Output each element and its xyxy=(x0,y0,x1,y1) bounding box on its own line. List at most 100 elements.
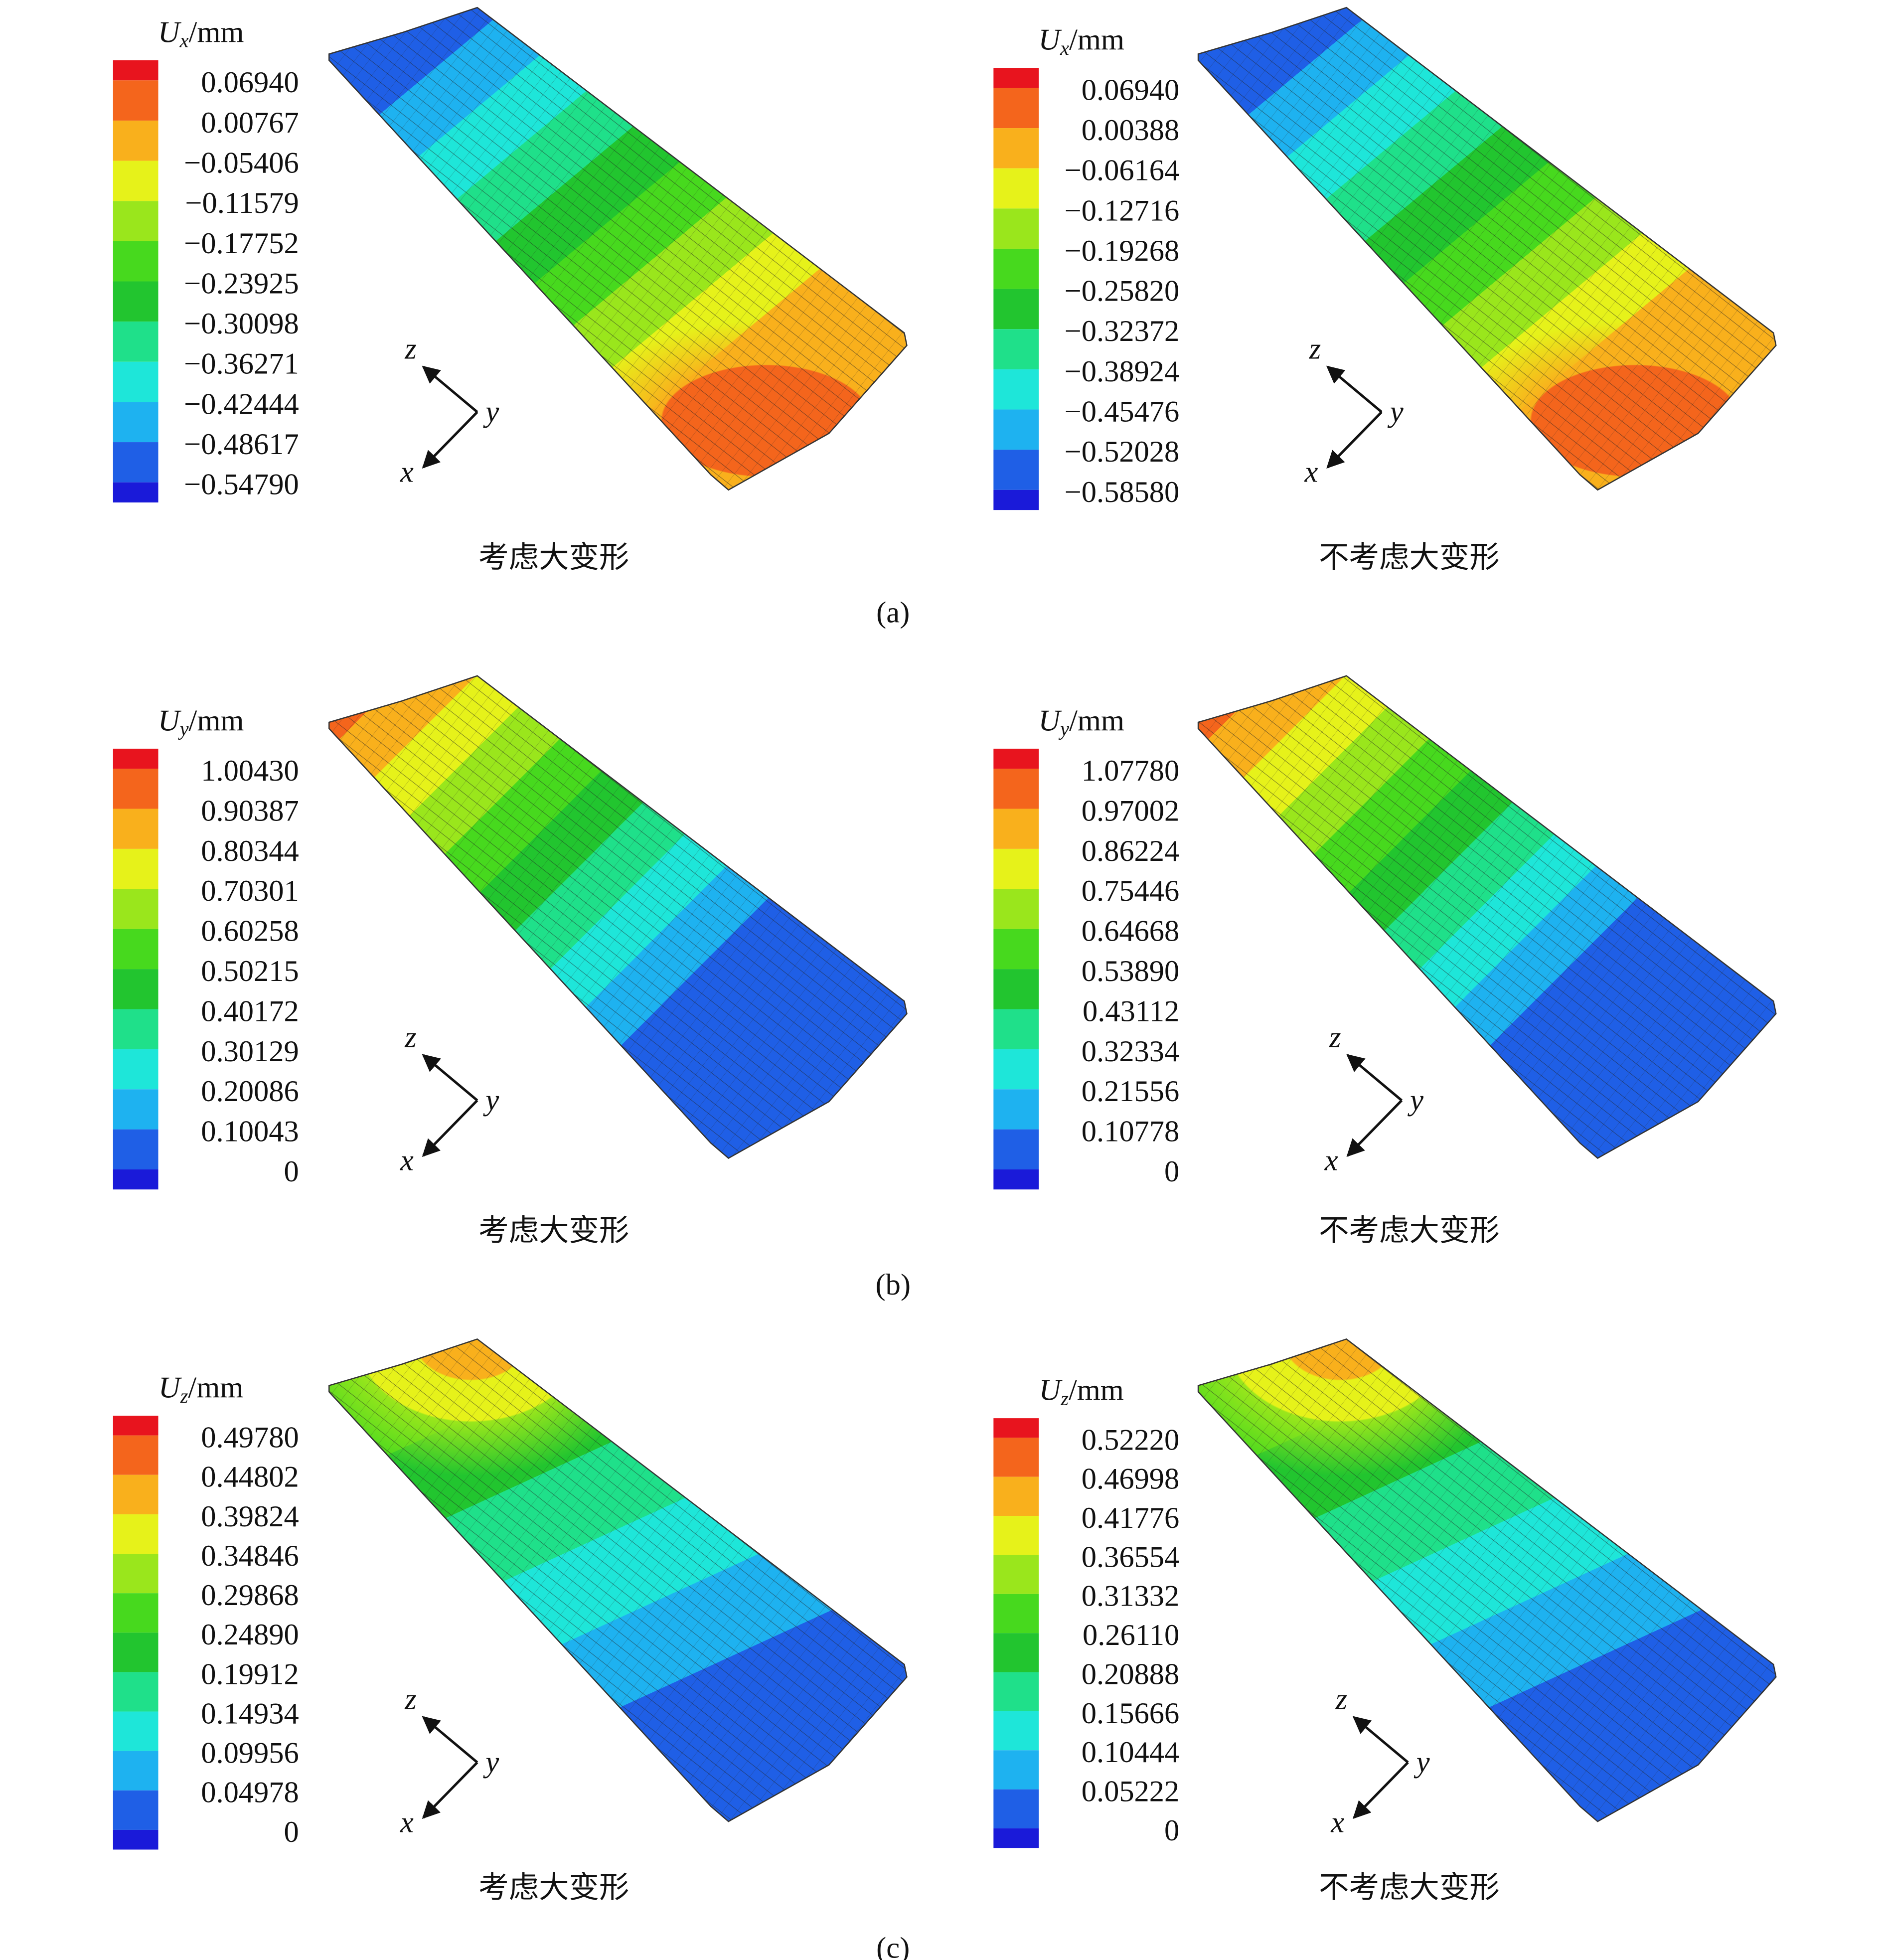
legend-label: 0 xyxy=(1164,1814,1179,1847)
colorbar-segment xyxy=(113,201,158,241)
legend-unit: /mm xyxy=(189,704,244,737)
panel: Uy/mm 1.00430 0.90387 0.80344 0.70301 0.60258… xyxy=(113,675,908,1248)
legend-label: −0.38924 xyxy=(1065,355,1180,388)
legend-label: 0.97002 xyxy=(1082,794,1180,827)
axis-label: x xyxy=(400,1805,414,1839)
colorbar-segment xyxy=(993,889,1039,929)
legend-label: 0.20086 xyxy=(201,1075,299,1108)
legend-label: −0.48617 xyxy=(184,428,299,461)
legend-unit: /mm xyxy=(189,15,244,49)
legend-label: −0.36271 xyxy=(184,347,299,381)
colorbar-segment xyxy=(113,1474,158,1514)
colorbar-segment xyxy=(993,1009,1039,1049)
subfigure-label: (b) xyxy=(875,1268,911,1302)
axis-label: y xyxy=(482,1746,499,1779)
colorbar-segment xyxy=(113,809,158,849)
colorbar-segment xyxy=(113,1751,158,1791)
axis-label: z xyxy=(404,1683,417,1716)
colorbar-segment xyxy=(993,248,1039,289)
legend-subscript: z xyxy=(1060,1387,1069,1410)
colorbar-segment xyxy=(113,361,158,402)
blade-mesh xyxy=(1197,6,1777,491)
legend-label: 0.05222 xyxy=(1082,1775,1180,1808)
colorbar-segment xyxy=(993,1711,1039,1751)
axis-label: z xyxy=(1335,1683,1348,1716)
colorbar-segment xyxy=(113,1009,158,1049)
colorbar-segment xyxy=(993,1169,1039,1190)
legend-symbol: U xyxy=(1038,704,1062,737)
colorbar-segment xyxy=(113,769,158,809)
colorbar-segment xyxy=(113,1169,158,1190)
panel: Uz/mm 0.52220 0.46998 0.41776 0.36554 0.31332… xyxy=(993,1338,1777,1905)
legend-label: 0.50215 xyxy=(201,955,299,988)
colorbar-segment xyxy=(113,1829,158,1850)
legend-label: 0 xyxy=(284,1155,299,1188)
legend-label: 0.60258 xyxy=(201,915,299,948)
legend-title: Ux/mm xyxy=(158,15,244,51)
legend-label: 0.06940 xyxy=(201,66,299,99)
colorbar-segment xyxy=(993,1438,1039,1477)
legend-label: 0.10444 xyxy=(1082,1736,1180,1769)
axis-label: y xyxy=(482,1083,499,1117)
legend-symbol: U xyxy=(158,1371,182,1405)
legend-label: −0.58580 xyxy=(1065,476,1180,509)
colorbar-segment xyxy=(993,369,1039,410)
legend-symbol: U xyxy=(158,704,181,737)
colorbar-segment xyxy=(113,748,158,769)
legend-label: 0.14934 xyxy=(201,1697,299,1730)
legend-subscript: y xyxy=(178,718,189,740)
axis-label: z xyxy=(1309,332,1321,365)
colorbar-segment xyxy=(113,889,158,929)
panel-caption: 考虑大变形 xyxy=(478,541,629,574)
colorbar-segment xyxy=(113,1672,158,1712)
legend-label: 0.00767 xyxy=(201,106,299,140)
axis-label: z xyxy=(404,1020,417,1054)
subfigure-label: (c) xyxy=(876,1931,910,1960)
legend-label: 0.90387 xyxy=(201,794,299,827)
colorbar-segment xyxy=(993,1516,1039,1555)
axis-label: y xyxy=(1407,1083,1423,1117)
colorbar-segment xyxy=(113,1129,158,1170)
colorbar-segment xyxy=(993,289,1039,329)
colorbar-segment xyxy=(993,1633,1039,1672)
legend-title: Uz/mm xyxy=(1039,1374,1124,1410)
legend-label: 0.00388 xyxy=(1082,114,1180,147)
colorbar-segment xyxy=(113,1593,158,1633)
panel: Ux/mm 0.06940 0.00388 −0.06164 −0.12716 −0.19… xyxy=(993,6,1777,574)
legend-label: 0.53890 xyxy=(1082,955,1180,988)
legend-unit: /mm xyxy=(188,1371,243,1405)
colorbar-segment xyxy=(113,80,158,121)
blade-mesh xyxy=(328,1338,908,1822)
legend-label: 0.04978 xyxy=(201,1776,299,1809)
legend-label: 0.52220 xyxy=(1082,1423,1180,1457)
legend-label: −0.52028 xyxy=(1065,435,1180,469)
colorbar-segment xyxy=(993,329,1039,369)
blade-mesh xyxy=(1197,1338,1777,1822)
colorbar-segment xyxy=(113,60,158,81)
legend-subscript: x xyxy=(1060,37,1069,59)
axis-arrow xyxy=(1326,365,1383,413)
legend-label: −0.54790 xyxy=(184,468,299,501)
legend-label: 0.10778 xyxy=(1082,1115,1180,1148)
axis-arrow xyxy=(1352,1716,1409,1764)
legend-label: 0.40172 xyxy=(201,994,299,1028)
legend-label: −0.32372 xyxy=(1065,315,1180,348)
colorbar-segment xyxy=(113,1711,158,1751)
panel-caption: 考虑大变形 xyxy=(478,1871,629,1905)
colorbar-segment xyxy=(113,120,158,161)
colorbar-segment xyxy=(113,402,158,443)
colorbar-segment xyxy=(993,1418,1039,1438)
colorbar-segment xyxy=(113,1790,158,1830)
colorbar-segment xyxy=(113,1514,158,1554)
legend-label: 0.44802 xyxy=(201,1461,299,1494)
legend-label: −0.12716 xyxy=(1065,194,1180,227)
colorbar-segment xyxy=(113,1554,158,1594)
colorbar-segment xyxy=(113,848,158,889)
panel: Ux/mm 0.06940 0.00767 −0.05406 −0.11579 −0.17… xyxy=(113,6,908,574)
legend-label: 0.32334 xyxy=(1082,1035,1180,1068)
colorbar-segment xyxy=(993,88,1039,129)
axis-arrow xyxy=(1346,1099,1403,1157)
panel: Uy/mm 1.07780 0.97002 0.86224 0.75446 0.64668… xyxy=(993,675,1777,1248)
legend-label: 0.09956 xyxy=(201,1737,299,1770)
colorbar-segment xyxy=(993,1049,1039,1090)
